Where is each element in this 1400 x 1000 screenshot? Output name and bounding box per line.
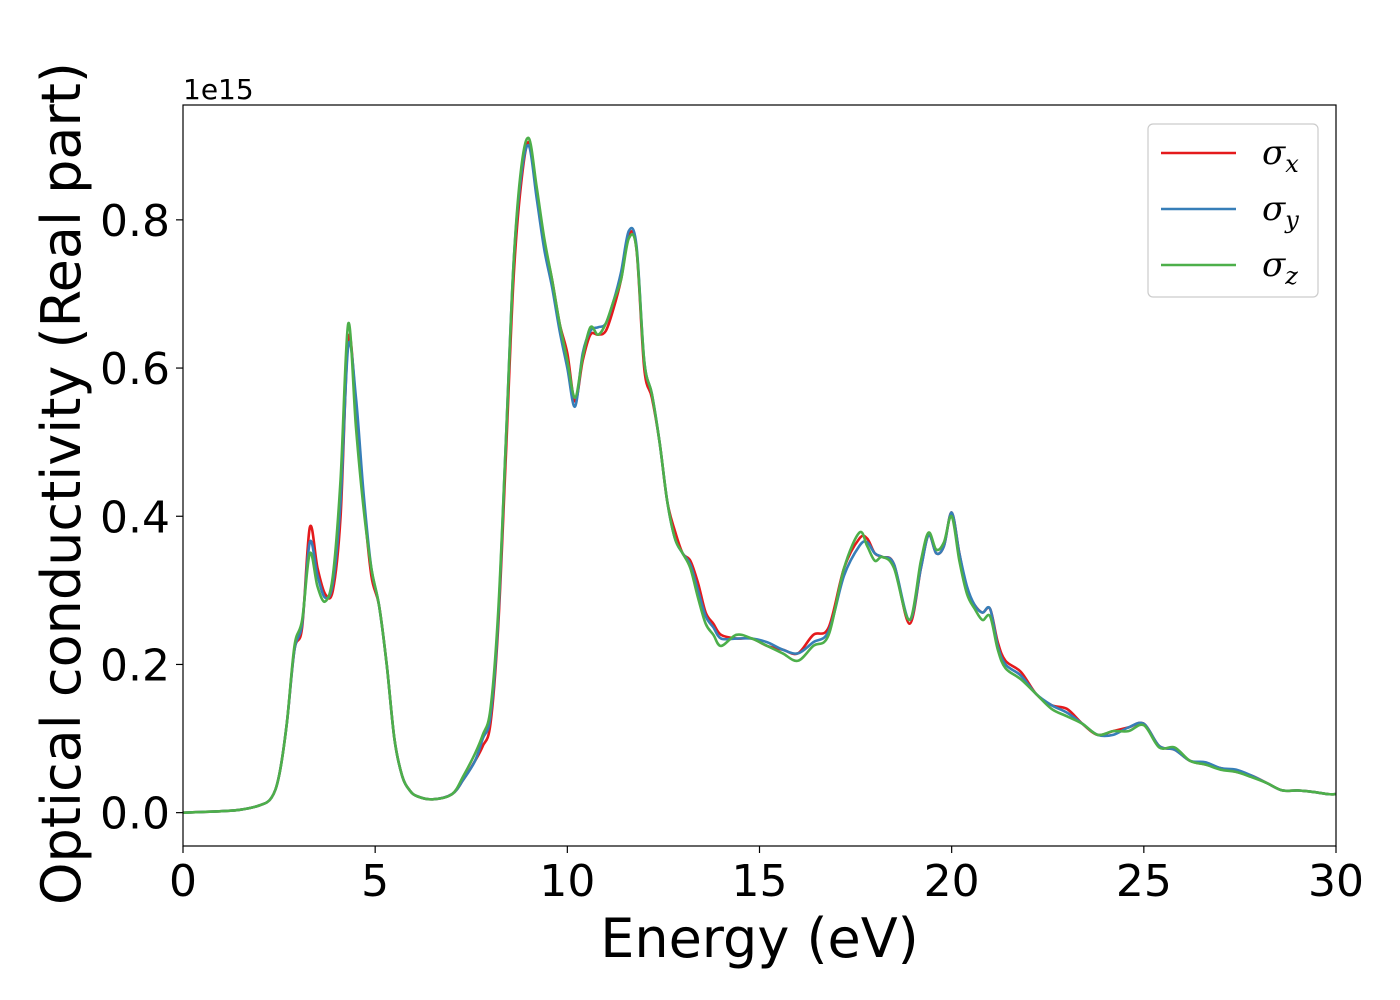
y-tick-label: 0.8: [100, 196, 170, 247]
x-tick-label: 15: [732, 856, 788, 907]
y-axis-title: Optical conductivity (Real part): [30, 62, 93, 905]
series-line-3: [182, 136, 1337, 814]
y-tick-label: 0.4: [100, 492, 170, 543]
y-axis: 0.0 0.2 0.4 0.6 0.8: [100, 196, 183, 840]
legend-label-1: σx: [1262, 133, 1299, 178]
x-tick-label: 25: [1116, 856, 1172, 907]
legend-label-3: σz: [1262, 245, 1298, 290]
y-tick-label: 0.6: [100, 344, 170, 395]
x-tick-label: 20: [924, 856, 980, 907]
x-tick-label: 10: [539, 856, 595, 907]
y-tick-label: 0.0: [100, 789, 170, 840]
y-offset-label: 1e15: [183, 73, 254, 106]
x-tick-label: 0: [169, 856, 197, 907]
x-tick-label: 30: [1308, 856, 1364, 907]
y-tick-label: 0.2: [100, 640, 170, 691]
legend-box: [1147, 123, 1319, 298]
x-axis: 0 5 10 15 20 25 30: [169, 846, 1364, 907]
legend: σx σy σz: [1147, 123, 1319, 298]
series-layer: [182, 136, 1337, 814]
x-axis-title: Energy (eV): [600, 907, 919, 970]
legend-label-2: σy: [1262, 189, 1299, 234]
x-tick-label: 5: [361, 856, 389, 907]
